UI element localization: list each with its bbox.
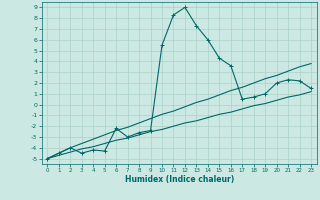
X-axis label: Humidex (Indice chaleur): Humidex (Indice chaleur) (124, 175, 234, 184)
